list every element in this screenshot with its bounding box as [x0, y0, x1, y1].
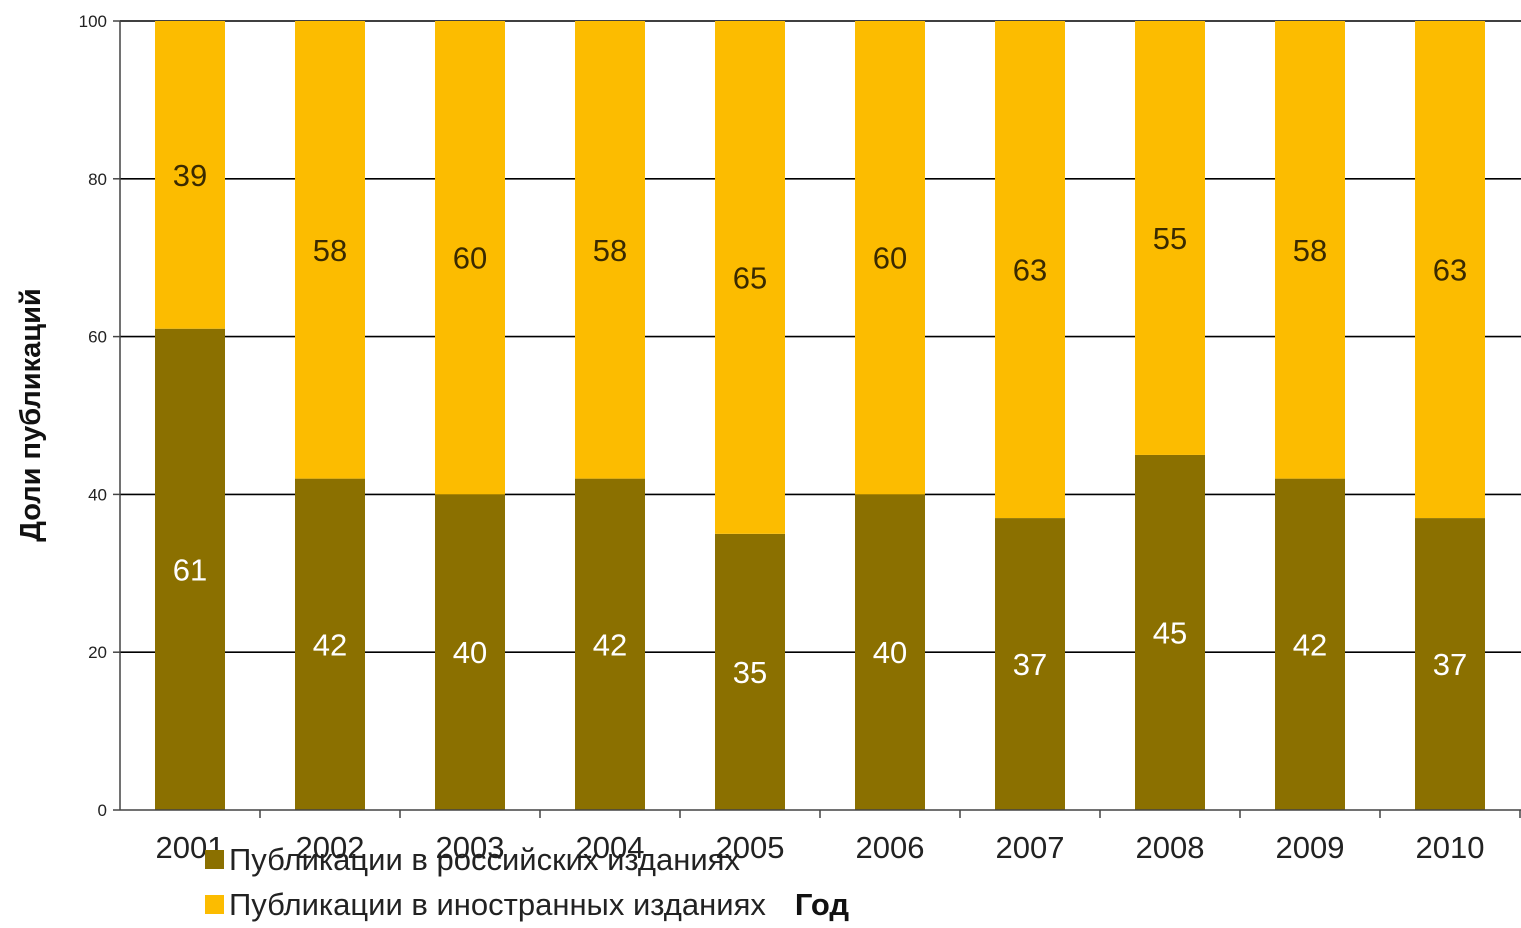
data-labels: 61 39 42 58 40 60 42 58 35 65 40 60 37 63 45 55 42 58 37 63	[173, 158, 1467, 690]
data-label-foreign: 39	[173, 158, 207, 193]
data-label-russian: 42	[1293, 627, 1327, 662]
legend-entry-russian: Публикации в российских изданиях	[229, 842, 740, 877]
data-label-foreign: 63	[1433, 253, 1467, 288]
legend-swatch-foreign	[205, 895, 224, 914]
bar-foreign	[575, 21, 645, 479]
y-tick-label: 60	[88, 328, 107, 347]
y-tick-label: 100	[79, 12, 107, 31]
data-label-russian: 37	[1013, 647, 1047, 682]
bar-russian	[155, 328, 225, 810]
data-label-russian: 42	[593, 627, 627, 662]
bar-russian	[1275, 478, 1345, 810]
y-tick-label: 40	[88, 485, 107, 504]
bar-foreign	[855, 21, 925, 495]
x-tick-label: 2008	[1136, 830, 1205, 865]
bar-foreign	[155, 21, 225, 329]
data-label-foreign: 65	[733, 260, 767, 295]
x-tick-label: 2007	[996, 830, 1065, 865]
x-tick-label: 2006	[856, 830, 925, 865]
data-label-russian: 45	[1153, 615, 1187, 650]
bar-russian	[1135, 454, 1205, 810]
bar-russian	[435, 494, 505, 810]
data-label-foreign: 63	[1013, 253, 1047, 288]
y-tick-label: 20	[88, 643, 107, 662]
bar-foreign	[435, 21, 505, 495]
bar-russian	[855, 494, 925, 810]
data-label-foreign: 55	[1153, 221, 1187, 256]
data-label-russian: 35	[733, 655, 767, 690]
bar-russian	[1415, 518, 1485, 810]
x-axis-label: Год	[795, 887, 850, 922]
data-label-foreign: 58	[1293, 233, 1327, 268]
y-axis-label: Доли публикаций	[15, 288, 47, 542]
bar-russian	[295, 478, 365, 810]
legend-swatch-russian	[205, 850, 224, 869]
data-label-russian: 42	[313, 627, 347, 662]
legend: Публикации в российских изданиях Публика…	[205, 842, 766, 922]
bar-russian	[575, 478, 645, 810]
bar-foreign	[715, 21, 785, 534]
data-label-foreign: 60	[453, 241, 487, 276]
y-tick-label: 80	[88, 170, 107, 189]
bar-foreign	[1415, 21, 1485, 519]
x-tick-label: 2002	[296, 830, 365, 865]
data-label-russian: 61	[173, 552, 207, 587]
data-label-foreign: 58	[313, 233, 347, 268]
bar-foreign	[1135, 21, 1205, 455]
y-tick-label: 0	[98, 801, 107, 820]
x-tick-label: 2004	[576, 830, 645, 865]
bar-foreign	[1275, 21, 1345, 479]
data-label-russian: 40	[873, 635, 907, 670]
data-label-russian: 37	[1433, 647, 1467, 682]
bars	[155, 21, 1485, 810]
bar-russian	[715, 533, 785, 810]
x-tick-label: 2003	[436, 830, 505, 865]
bar-russian	[995, 518, 1065, 810]
data-label-foreign: 58	[593, 233, 627, 268]
data-label-russian: 40	[453, 635, 487, 670]
x-tick-label: 2010	[1416, 830, 1485, 865]
legend-entry-foreign: Публикации в иностранных изданиях	[229, 887, 766, 922]
x-tick-label: 2005	[716, 830, 785, 865]
bar-foreign	[295, 21, 365, 479]
bar-foreign	[995, 21, 1065, 519]
data-label-foreign: 60	[873, 241, 907, 276]
x-tick-label: 2009	[1276, 830, 1345, 865]
